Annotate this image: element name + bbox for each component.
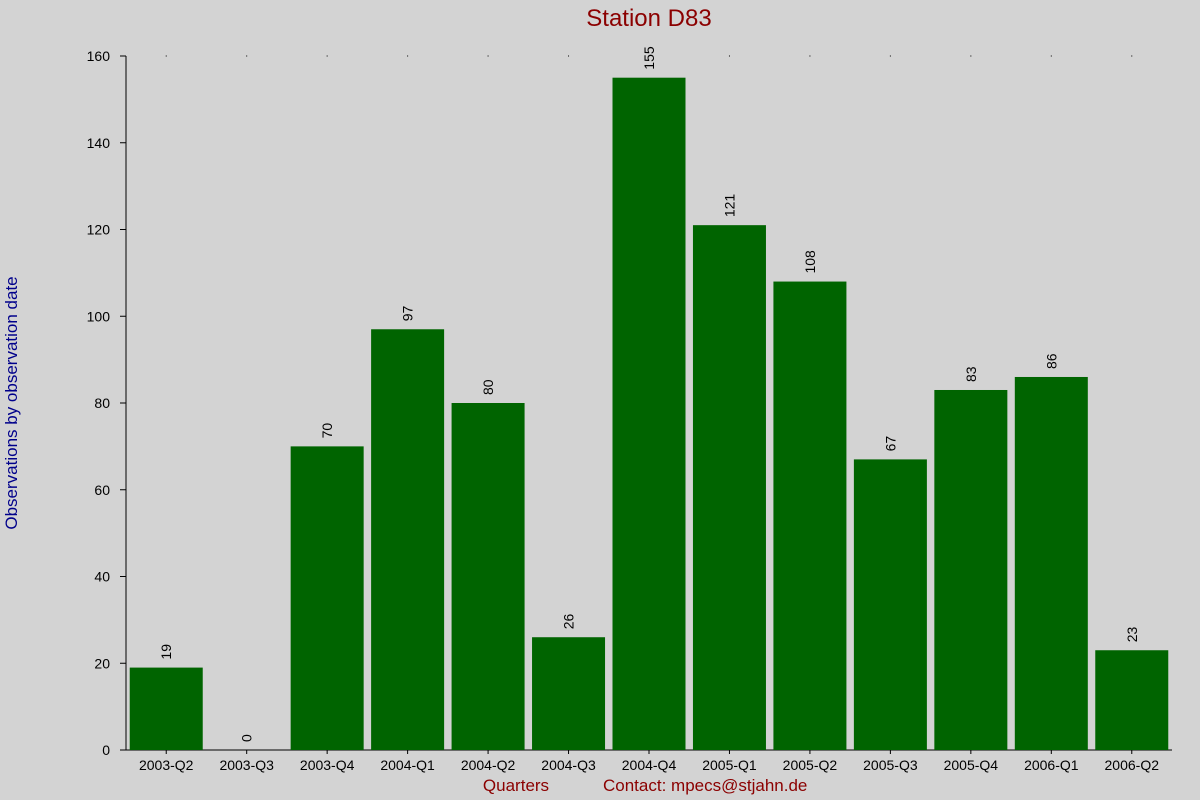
top-dot-marker	[246, 55, 248, 57]
x-tick-label: 2003-Q3	[219, 757, 274, 773]
bar-value-label: 83	[963, 366, 979, 382]
plot-area: 0 20 40 60 80 100 120 140 160 19 2003-Q2 0 2003-Q3 70…	[87, 46, 1172, 773]
y-tick-label: 100	[87, 308, 111, 324]
y-tick-label: 20	[94, 655, 110, 671]
top-dot-marker	[326, 55, 328, 57]
x-tick-label: 2004-Q1	[380, 757, 435, 773]
top-dot-marker	[1050, 55, 1052, 57]
x-tick-label: 2005-Q3	[863, 757, 918, 773]
bar	[773, 281, 847, 750]
bar	[290, 446, 364, 750]
bar-value-label: 19	[158, 644, 174, 660]
top-dot-marker	[728, 55, 730, 57]
x-tick-label: 2005-Q2	[783, 757, 838, 773]
x-tick-label: 2006-Q1	[1024, 757, 1079, 773]
top-dot-marker	[407, 55, 409, 57]
top-dot-marker	[889, 55, 891, 57]
bar-value-label: 80	[480, 379, 496, 395]
top-dot-marker	[648, 55, 650, 57]
x-tick-label: 2004-Q3	[541, 757, 596, 773]
bar	[934, 389, 1008, 750]
top-dot-marker	[165, 55, 167, 57]
bar-value-label: 70	[319, 423, 335, 439]
x-tick-label: 2004-Q2	[461, 757, 516, 773]
y-tick-label: 140	[87, 135, 111, 151]
bar	[853, 459, 927, 750]
bar-value-label: 23	[1124, 626, 1140, 642]
top-dot-marker	[970, 55, 972, 57]
bar-value-label: 26	[561, 613, 577, 629]
bar	[692, 225, 766, 751]
bar	[532, 637, 606, 750]
x-tick-label: 2003-Q4	[300, 757, 355, 773]
bar-value-label: 0	[239, 734, 255, 742]
x-tick-label: 2006-Q2	[1105, 757, 1160, 773]
bar	[612, 77, 686, 750]
x-tick-label: 2005-Q1	[702, 757, 757, 773]
x-axis-label: Quarters	[483, 776, 549, 795]
bar	[371, 329, 445, 750]
bar-value-label: 108	[802, 250, 818, 274]
bar-value-label: 155	[641, 46, 657, 70]
bar-value-label: 97	[400, 305, 416, 321]
bar-value-label: 121	[721, 194, 737, 218]
y-tick-label: 80	[94, 395, 110, 411]
y-axis-label: Observations by observation date	[2, 276, 21, 529]
top-dot-marker	[1131, 55, 1133, 57]
bar	[129, 667, 203, 750]
bar	[451, 403, 525, 750]
y-tick-label: 60	[94, 482, 110, 498]
chart-title: Station D83	[586, 5, 711, 32]
bar	[1014, 376, 1088, 750]
y-tick-label: 0	[102, 742, 110, 758]
x-tick-label: 2004-Q4	[622, 757, 677, 773]
top-dot-marker	[568, 55, 570, 57]
bar-value-label: 86	[1043, 353, 1059, 369]
y-tick-label: 120	[87, 222, 111, 238]
x-tick-label: 2003-Q2	[139, 757, 194, 773]
contact-text: Contact: mpecs@stjahn.de	[603, 776, 807, 795]
bar	[1095, 650, 1169, 750]
bar-value-label: 67	[882, 436, 898, 452]
y-tick-label: 160	[87, 48, 111, 64]
y-tick-label: 40	[94, 569, 110, 585]
top-dot-marker	[487, 55, 489, 57]
x-tick-label: 2005-Q4	[944, 757, 999, 773]
top-dot-marker	[809, 55, 811, 57]
